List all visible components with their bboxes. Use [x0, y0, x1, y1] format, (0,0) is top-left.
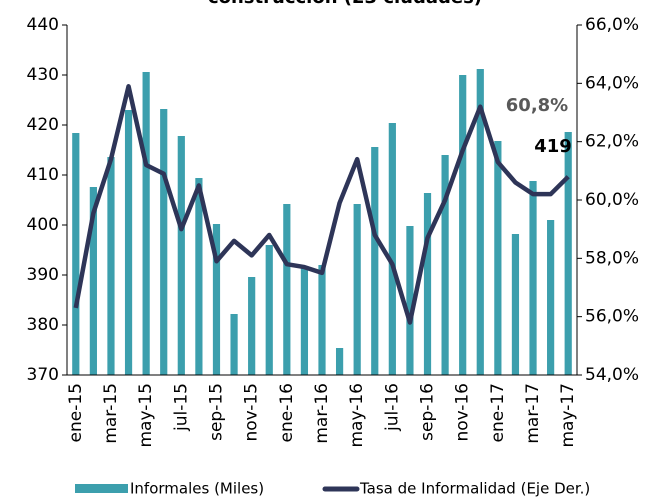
- bar: [547, 220, 555, 375]
- annotation: 60,8%: [506, 95, 568, 116]
- x-tick-label: mar-16: [312, 383, 332, 444]
- y-tick-label: 410: [27, 165, 59, 185]
- y-tick-label: 400: [27, 215, 59, 235]
- bar: [230, 314, 238, 375]
- x-tick-label: ene-17: [488, 383, 508, 442]
- x-tick-label: nov-15: [242, 383, 262, 442]
- y-tick-label: 380: [27, 315, 59, 335]
- x-tick-label: may-17: [558, 383, 578, 448]
- bar: [177, 136, 185, 375]
- bar: [476, 69, 484, 375]
- x-tick-label: sep-16: [418, 383, 438, 441]
- bar: [441, 155, 449, 375]
- y-tick-label: 430: [27, 65, 59, 85]
- x-tick-label: ene-15: [66, 383, 86, 442]
- bar: [107, 157, 115, 375]
- y-tick-label: 420: [27, 115, 59, 135]
- chart-title: construcción (23 ciudades): [208, 0, 482, 8]
- legend-swatch: [75, 484, 128, 493]
- x-tick-label: may-15: [136, 383, 156, 448]
- line: [73, 84, 570, 325]
- y2-tick-label: 66,0%: [585, 15, 639, 35]
- x-tick-label: mar-15: [101, 383, 121, 444]
- bar: [300, 266, 309, 375]
- y-tick-label: 440: [27, 15, 59, 35]
- y2-tick-label: 56,0%: [585, 307, 639, 327]
- y2-tick-label: 54,0%: [585, 365, 639, 385]
- bar: [423, 193, 432, 375]
- bar: [529, 181, 537, 375]
- legend-label: Tasa de Informalidad (Eje Der.): [359, 480, 590, 498]
- x-tick-label: sep-15: [206, 383, 226, 441]
- bar: [212, 224, 221, 375]
- annotation: 419: [534, 136, 572, 157]
- bar: [72, 133, 80, 375]
- x-tick-label: nov-16: [453, 383, 473, 442]
- x-tick-label: ene-16: [277, 383, 297, 442]
- bar: [160, 109, 168, 375]
- bar: [195, 178, 203, 375]
- y-tick-label: 370: [27, 365, 59, 385]
- bar: [388, 123, 396, 375]
- bar: [353, 204, 361, 375]
- x-tick-label: may-16: [347, 383, 367, 448]
- bar: [283, 204, 291, 375]
- bar: [564, 132, 572, 375]
- bar: [89, 187, 97, 375]
- bar: [318, 265, 326, 375]
- bar: [124, 110, 133, 375]
- y2-tick-label: 58,0%: [585, 248, 639, 268]
- x-tick-label: jul-15: [171, 383, 191, 432]
- legend-label: Informales (Miles): [130, 480, 264, 498]
- bar: [511, 234, 520, 375]
- bar: [142, 72, 150, 375]
- bar: [335, 348, 344, 375]
- bar: [248, 277, 256, 375]
- x-tick-label: jul-16: [382, 383, 402, 432]
- bar: [265, 245, 273, 375]
- bar: [371, 147, 379, 375]
- y2-tick-label: 62,0%: [585, 132, 639, 152]
- bar: [459, 75, 467, 375]
- y2-tick-label: 64,0%: [585, 73, 639, 93]
- bar: [406, 226, 414, 375]
- y2-tick-label: 60,0%: [585, 190, 639, 210]
- bar: [494, 141, 502, 375]
- x-tick-label: mar-17: [523, 383, 543, 444]
- y-tick-label: 390: [27, 265, 59, 285]
